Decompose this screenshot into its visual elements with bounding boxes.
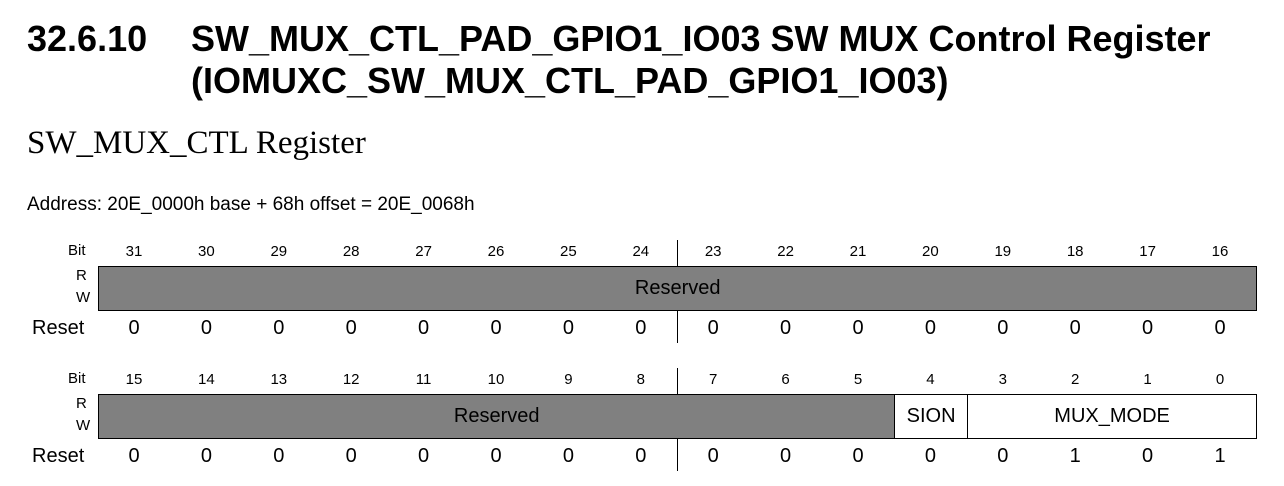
reset-value: 0 — [1142, 445, 1154, 467]
reset-value: 0 — [418, 445, 430, 467]
byte-divider — [677, 439, 679, 471]
section-title: SW_MUX_CTL_PAD_GPIO1_IO03 SW MUX Control… — [191, 18, 1211, 101]
bit-number: 1 — [1143, 371, 1152, 388]
register-address: Address: 20E_0000h base + 68h offset = 2… — [27, 194, 475, 215]
write-label: W — [76, 417, 91, 434]
bit-number: 16 — [1211, 243, 1229, 260]
byte-divider — [677, 311, 679, 343]
bit-number: 7 — [709, 371, 718, 388]
field-reserved: Reserved — [98, 394, 896, 439]
bit-number: 26 — [487, 243, 505, 260]
bit-number: 13 — [270, 371, 288, 388]
bit-number: 11 — [415, 371, 432, 388]
reset-value: 1 — [1214, 445, 1226, 467]
reset-value: 0 — [200, 317, 212, 339]
bit-number: 8 — [636, 371, 645, 388]
bit-number: 4 — [926, 371, 935, 388]
reset-value: 0 — [345, 317, 357, 339]
register-upper-half: Bit R W Reset 31 30 29 28 27 26 25 24 23 22 21 20 19… — [0, 238, 1284, 358]
reset-value: 0 — [707, 317, 719, 339]
bit-number: 25 — [560, 243, 577, 260]
reset-value: 0 — [1142, 317, 1154, 339]
bit-label: Bit — [68, 242, 86, 259]
bit-number: 30 — [198, 243, 215, 260]
bit-number: 12 — [342, 371, 360, 388]
reset-value: 0 — [128, 445, 140, 467]
reset-value: 0 — [273, 317, 285, 339]
reset-value: 0 — [128, 317, 140, 339]
bit-number: 31 — [125, 243, 143, 260]
bit-number: 18 — [1066, 243, 1084, 260]
reset-value: 0 — [707, 445, 719, 467]
reset-value: 0 — [852, 445, 864, 467]
write-label: W — [76, 289, 91, 306]
reset-value: 0 — [635, 445, 647, 467]
reset-value: 1 — [1069, 445, 1081, 467]
reset-value: 0 — [418, 317, 430, 339]
bit-number: 17 — [1139, 243, 1156, 260]
reset-value: 0 — [490, 317, 502, 339]
reset-value: 0 — [345, 445, 357, 467]
bit-number: 21 — [849, 243, 867, 260]
field-sion: SION — [894, 394, 968, 439]
bit-number: 3 — [998, 371, 1007, 388]
bit-number: 6 — [781, 371, 790, 388]
byte-divider — [677, 240, 679, 266]
reset-value: 0 — [997, 317, 1009, 339]
bit-number: 20 — [922, 243, 939, 260]
field-reserved: Reserved — [98, 266, 1258, 311]
register-lower-half: Bit R W Reset 15 14 13 12 11 10 9 8 7 6 5 4 3 2 1 0 0 0 0 0… — [0, 366, 1284, 486]
section-number: 32.6.10 — [27, 18, 148, 59]
reset-label: Reset — [32, 317, 85, 339]
bit-number: 5 — [853, 371, 863, 388]
reset-value: 0 — [562, 445, 574, 467]
bit-number: 14 — [198, 371, 215, 388]
bit-number: 9 — [564, 371, 573, 388]
byte-divider — [677, 368, 679, 394]
reset-value: 0 — [780, 445, 792, 467]
bit-number: 15 — [125, 371, 143, 388]
reset-label: Reset — [32, 445, 85, 467]
reset-value: 0 — [562, 317, 574, 339]
reset-value: 0 — [490, 445, 502, 467]
reset-value: 0 — [924, 317, 936, 339]
reset-value: 0 — [780, 317, 792, 339]
bit-number: 27 — [415, 243, 432, 260]
reset-value: 0 — [273, 445, 285, 467]
bit-label: Bit — [68, 370, 86, 387]
bit-number: 22 — [777, 243, 794, 260]
bit-number: 28 — [342, 243, 360, 260]
bit-number: 24 — [632, 243, 650, 260]
register-subtitle: SW_MUX_CTL Register — [27, 125, 366, 161]
bit-number: 2 — [1071, 371, 1080, 388]
reset-value: 0 — [1214, 317, 1226, 339]
bit-number: 29 — [270, 243, 288, 260]
reset-value: 0 — [635, 317, 647, 339]
reset-value: 0 — [852, 317, 864, 339]
reset-value: 0 — [997, 445, 1009, 467]
reset-value: 0 — [1069, 317, 1081, 339]
bit-number: 19 — [994, 243, 1012, 260]
bit-number: 10 — [487, 371, 505, 388]
reset-value: 0 — [924, 445, 936, 467]
read-label: R — [76, 267, 87, 284]
field-mux-mode: MUX_MODE — [966, 394, 1258, 439]
read-label: R — [76, 395, 87, 412]
bit-number: 0 — [1215, 371, 1225, 388]
reset-value: 0 — [200, 445, 212, 467]
bit-number: 23 — [704, 243, 722, 260]
